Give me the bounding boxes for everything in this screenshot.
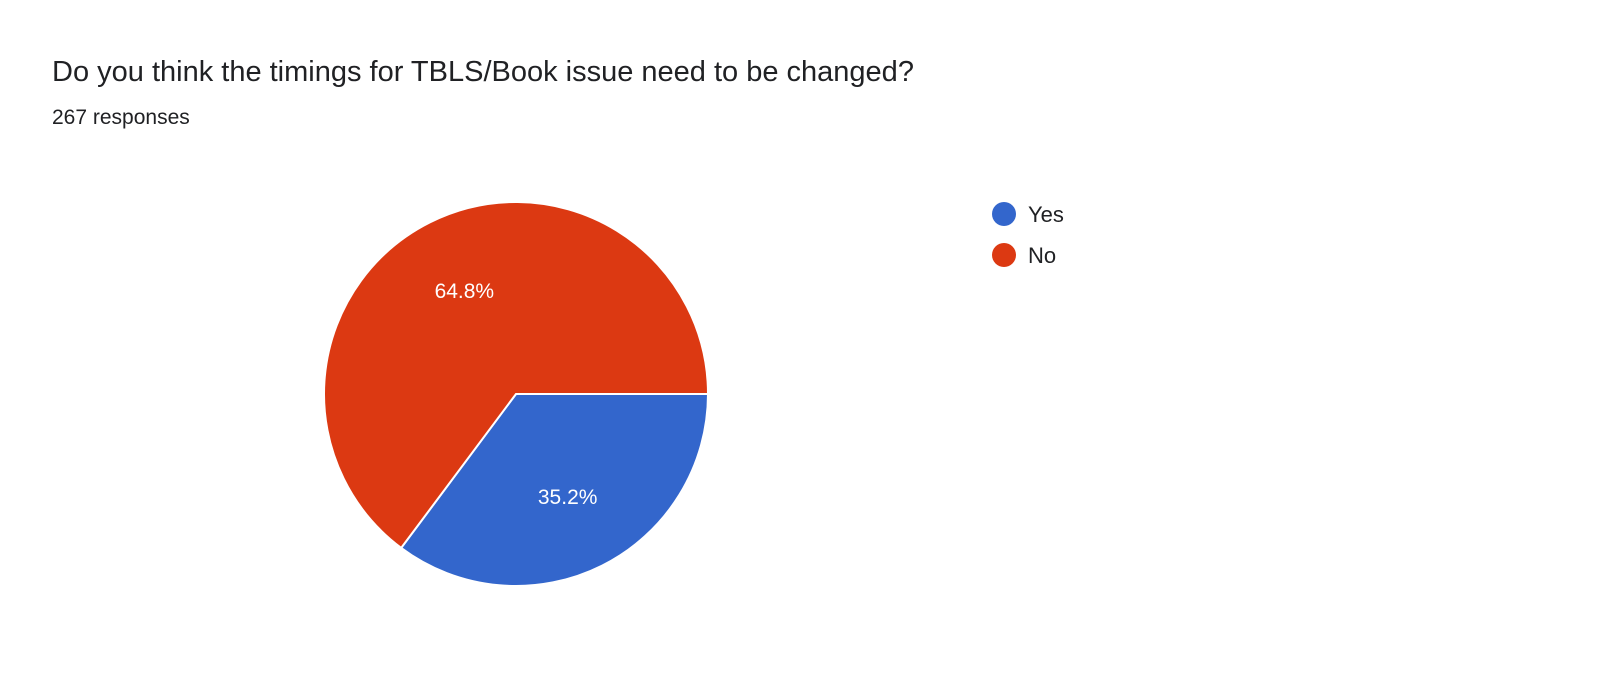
legend-label-no: No bbox=[1028, 243, 1056, 268]
legend-label-yes: Yes bbox=[1028, 202, 1064, 227]
pie-slice-yes[interactable] bbox=[399, 393, 710, 587]
pie-slice-no[interactable] bbox=[323, 201, 710, 550]
chart-title: Do you think the timings for TBLS/Book i… bbox=[52, 56, 914, 88]
legend-marker-yes bbox=[992, 202, 1016, 226]
slice-label: 35.2% bbox=[538, 486, 598, 509]
slice-label: 64.8% bbox=[435, 280, 495, 303]
response-count: 267 responses bbox=[52, 106, 190, 129]
legend-marker-no bbox=[992, 243, 1016, 267]
